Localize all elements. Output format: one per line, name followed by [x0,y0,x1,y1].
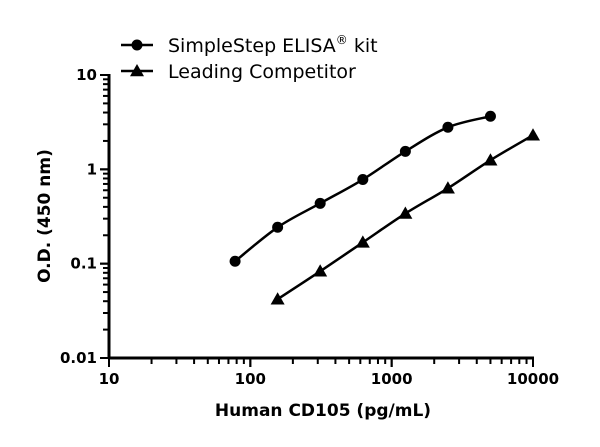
y-axis-title: O.D. (450 nm) [35,149,55,283]
legend-circle-icon [131,39,143,51]
series-layer [229,110,540,305]
x-axis-title: Human CD105 (pg/mL) [215,401,431,421]
data-point-circle [399,145,411,157]
data-point-triangle [270,292,285,305]
data-point-triangle [313,264,328,277]
x-tick-label: 1000 [371,370,413,388]
data-point-circle [229,255,241,267]
x-tick-label: 10000 [507,370,559,388]
data-point-triangle [526,128,540,141]
data-point-circle [272,221,284,233]
y-tick-label: 0.1 [70,255,97,273]
legend: SimpleStep ELISA® kit Leading Competitor [121,33,378,83]
x-tick-label: 100 [235,370,266,388]
y-tick-label: 10 [76,66,97,84]
data-point-triangle [355,235,370,248]
legend-label: SimpleStep ELISA® kit [168,33,378,57]
y-tick-label: 1 [87,160,97,178]
y-tick-label: 0.01 [60,349,97,367]
legend-label: Leading Competitor [168,61,356,83]
data-point-triangle [483,153,498,166]
data-point-circle [314,197,326,209]
data-point-circle [442,121,454,133]
data-point-circle [357,174,369,186]
axes: 10 100 1000 10000 0.01 0.1 1 10 [60,66,559,388]
x-tick-label: 10 [99,370,120,388]
data-point-triangle [440,181,455,194]
legend-triangle-icon [130,64,144,77]
data-point-circle [484,110,496,122]
data-point-triangle [398,206,413,219]
